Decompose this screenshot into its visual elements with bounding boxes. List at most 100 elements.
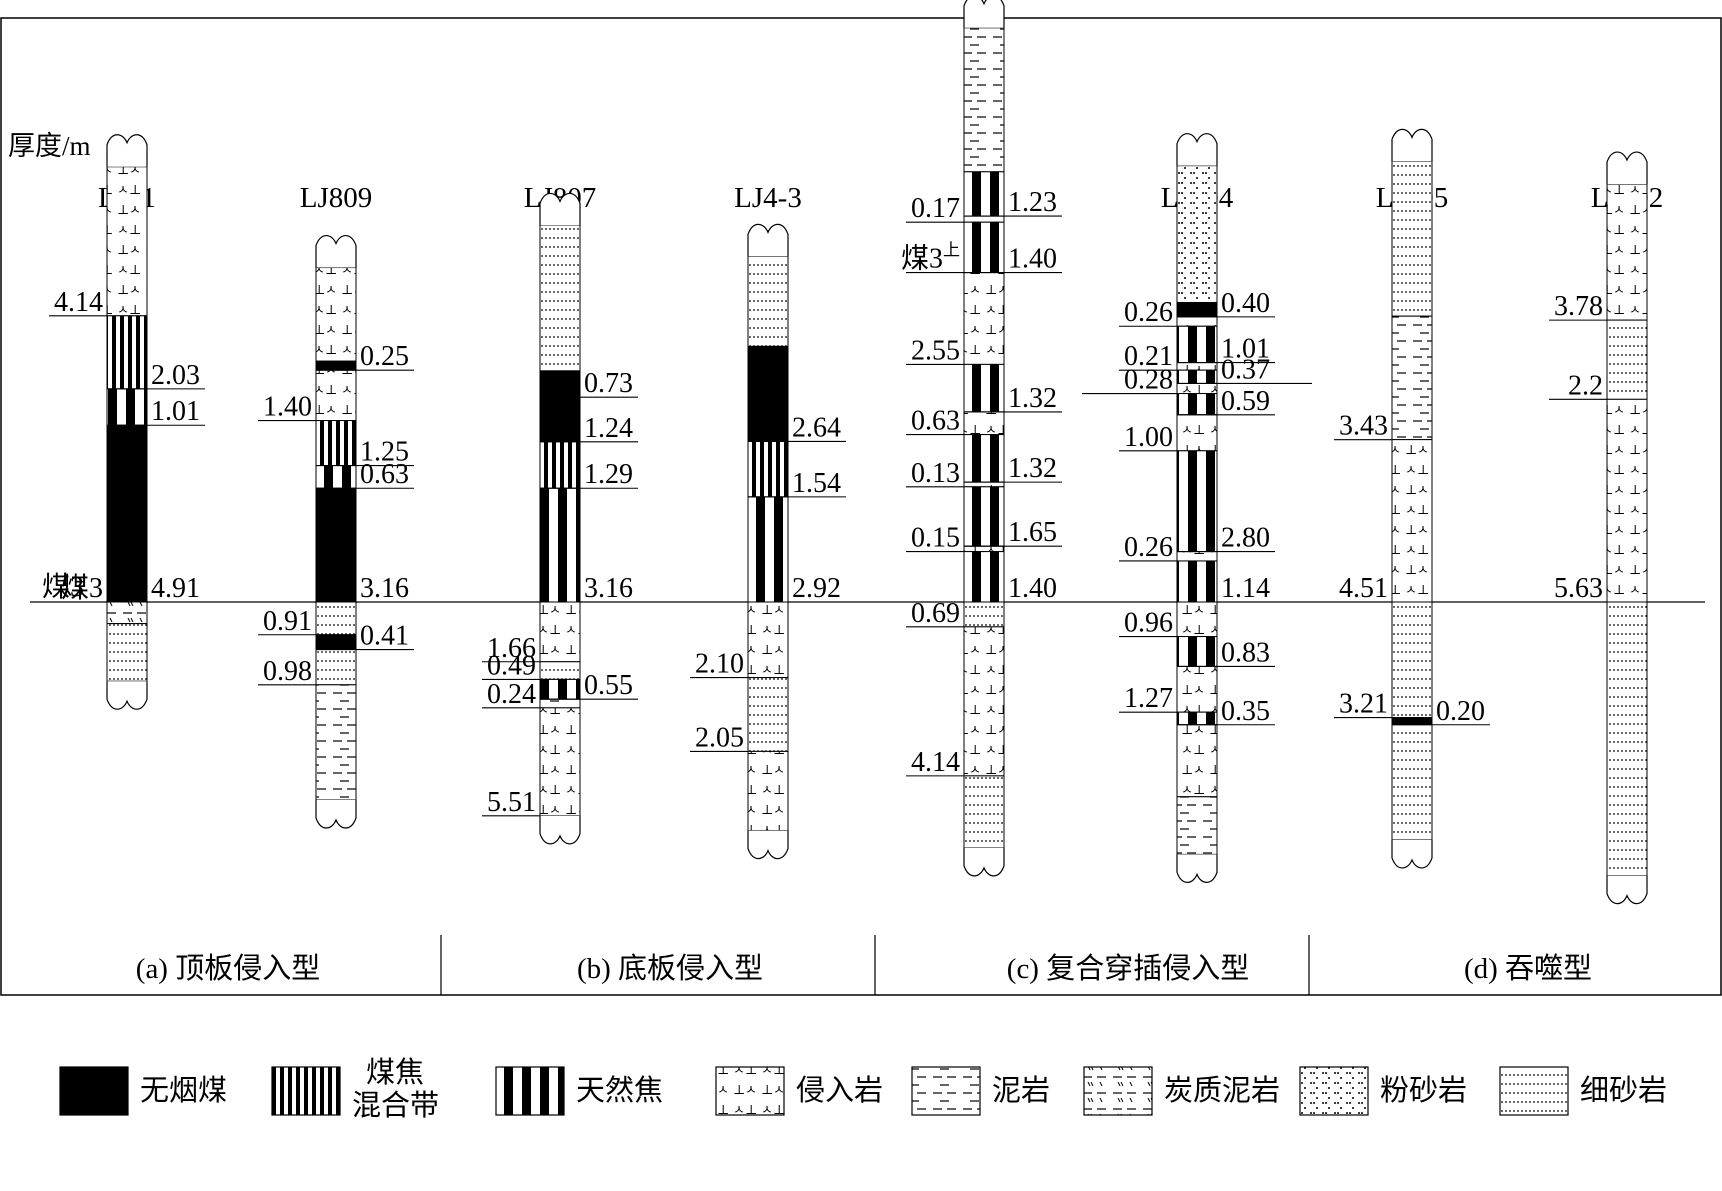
layer-natural-coke	[106, 388, 148, 426]
layer-coke-coal-mix	[747, 440, 789, 498]
layer-intrusive	[747, 750, 789, 832]
legend-swatch	[495, 1066, 565, 1116]
layer-intrusive	[1176, 316, 1218, 327]
layer-fine-sand	[1606, 319, 1648, 400]
layer-intrusive	[1176, 724, 1218, 798]
layer-natural-coke	[963, 434, 1005, 483]
layer-intrusive	[1391, 439, 1433, 603]
legend-swatch	[271, 1066, 341, 1116]
layer-anthracite	[315, 360, 357, 371]
layer-fine-sand	[963, 601, 1005, 628]
group-label-b: (b) 底板侵入型	[577, 952, 763, 985]
thickness-label: 1.29	[584, 459, 633, 490]
layer-natural-coke	[1176, 325, 1218, 364]
thickness-label: 0.13	[911, 458, 960, 489]
thickness-label: 0.96	[1124, 608, 1173, 639]
column-top-break	[539, 192, 581, 226]
column-top-break	[106, 134, 148, 167]
layer-natural-coke	[963, 171, 1005, 217]
thickness-label: 4.51	[1339, 573, 1388, 604]
layer-intrusive	[315, 369, 357, 422]
thickness-label: 0.25	[360, 341, 409, 372]
unit-label: 厚度/m	[8, 131, 91, 161]
layer-intrusive	[963, 481, 1005, 488]
layer-mudstone	[1391, 315, 1433, 441]
thickness-label: 2.05	[695, 722, 744, 753]
thickness-label: 2.92	[792, 573, 841, 604]
thickness-label: 1.40	[1008, 573, 1057, 604]
thickness-label: 0.37	[1221, 354, 1270, 385]
column-bottom-break	[747, 830, 789, 860]
layer-natural-coke	[539, 678, 581, 700]
legend-label: 煤焦混合带	[352, 1056, 439, 1122]
thickness-label: 4.91	[151, 573, 200, 604]
layer-silt	[1176, 165, 1218, 303]
lithology-legend: 无烟煤 煤焦混合带 天然焦 侵入岩 泥岩 炭质泥岩 粉砂岩 细砂岩	[59, 1056, 1667, 1122]
layer-natural-coke	[1176, 393, 1218, 416]
layer-intrusive	[1176, 551, 1218, 562]
legend-swatch	[1083, 1066, 1153, 1116]
layer-coke-coal-mix	[315, 420, 357, 467]
legend-label: 泥岩	[992, 1074, 1050, 1107]
thickness-label: 3.16	[584, 573, 633, 604]
legend-item-intrusive: 侵入岩	[715, 1066, 883, 1116]
layer-natural-coke	[1176, 711, 1218, 726]
thickness-label: 2.64	[792, 412, 841, 443]
thickness-label: 3.21	[1339, 689, 1388, 720]
thickness-label: 1.32	[1008, 383, 1057, 414]
layer-intrusive	[1176, 382, 1218, 395]
layer-anthracite	[1391, 717, 1433, 726]
legend-item-natural-coke: 天然焦	[495, 1066, 663, 1116]
thickness-label: 4.14	[54, 287, 103, 318]
thickness-label: 2.10	[695, 649, 744, 680]
layer-mudstone	[963, 27, 1005, 173]
layer-natural-coke	[1176, 636, 1218, 667]
thickness-label: 1.65	[1008, 517, 1057, 548]
layer-intrusive	[1606, 398, 1648, 603]
thickness-label: 0.49	[487, 650, 536, 681]
layer-natural-coke	[963, 486, 1005, 547]
layer-intrusive	[963, 626, 1005, 777]
legend-item-mudstone: 泥岩	[911, 1066, 1050, 1116]
thickness-label: 1.54	[792, 468, 841, 499]
column-top-break	[1606, 151, 1648, 185]
layer-intrusive	[539, 601, 581, 663]
legend-item-coke-coal-mix: 煤焦混合带	[271, 1056, 439, 1122]
thickness-label: 0.35	[1221, 696, 1270, 727]
layer-mudstone	[1176, 796, 1218, 855]
layer-anthracite	[539, 396, 581, 443]
thickness-label: 0.40	[1221, 288, 1270, 319]
group-label-d: (d) 吞噬型	[1464, 952, 1592, 985]
column-bottom-break	[539, 815, 581, 845]
layer-intrusive	[1176, 414, 1218, 452]
column-bottom-break	[963, 847, 1005, 877]
column-lj809: LJ809 0.25 1.40 1.250.63 3.16 0.91 0.41 0.98	[258, 182, 414, 829]
thickness-label: 0.24	[487, 679, 536, 710]
thickness-label: 2.80	[1221, 523, 1270, 554]
thickness-label: 0.21	[1124, 341, 1173, 372]
column-bottom-break	[1606, 875, 1648, 905]
layer-fine-sand	[1606, 601, 1648, 877]
layer-intrusive	[1176, 601, 1218, 638]
thickness-label: 0.41	[360, 621, 409, 652]
legend-label: 天然焦	[576, 1074, 663, 1107]
layer-fine-sand	[963, 775, 1005, 849]
layer-natural-coke	[1176, 450, 1218, 553]
layer-intrusive	[963, 215, 1005, 223]
layer-intrusive	[963, 411, 1005, 436]
thickness-label: 1.23	[1008, 187, 1057, 218]
thickness-label: 0.69	[911, 598, 960, 629]
column-lj202: LJ2023.782.25.63	[1549, 151, 1663, 905]
column-bottom-break	[315, 800, 357, 829]
layer-anthracite	[106, 424, 148, 603]
layer-fine-sand	[539, 224, 581, 372]
legend-label: 炭质泥岩	[1164, 1074, 1280, 1107]
thickness-label: 1.66	[487, 633, 536, 664]
column-bottom-break	[1391, 839, 1433, 869]
figure-frame	[0, 17, 1722, 996]
thickness-label: 0.28	[1124, 365, 1173, 396]
seam-label: 煤3上	[901, 241, 960, 275]
